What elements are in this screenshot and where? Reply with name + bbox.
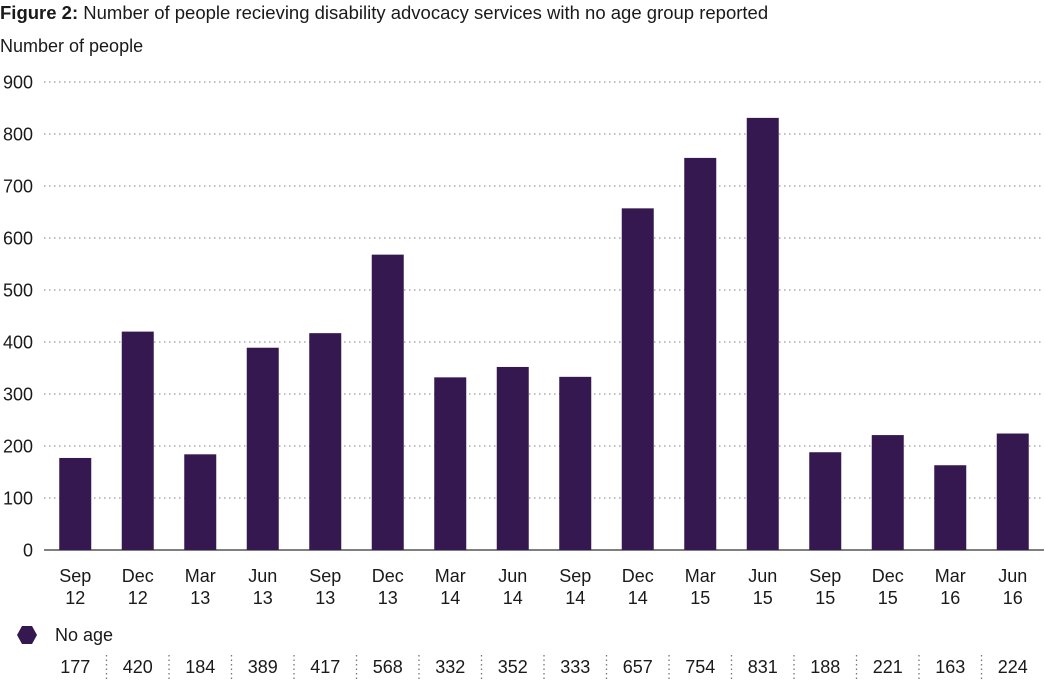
x-tick-label-month: Sep: [559, 566, 591, 586]
x-tick-label-year: 13: [315, 588, 335, 608]
x-tick-label-month: Sep: [309, 566, 341, 586]
x-tick-label-year: 12: [128, 588, 148, 608]
x-tick-label-month: Jun: [998, 566, 1027, 586]
x-tick-label-month: Mar: [935, 566, 966, 586]
x-tick-label-month: Mar: [435, 566, 466, 586]
y-tick-label: 700: [3, 177, 33, 197]
x-tick-label-year: 13: [190, 588, 210, 608]
bar: [371, 254, 404, 550]
data-table-value: 332: [435, 657, 465, 677]
y-tick-label: 0: [23, 541, 33, 561]
y-axis-label: Number of people: [0, 36, 144, 56]
bar: [121, 331, 154, 550]
data-table-value: 221: [873, 657, 903, 677]
x-tick-label-year: 15: [690, 588, 710, 608]
bar: [434, 377, 467, 550]
bar: [621, 208, 654, 551]
data-table-value: 568: [373, 657, 403, 677]
data-table-value: 657: [623, 657, 653, 677]
x-tick-label-year: 16: [940, 588, 960, 608]
data-table-value: 177: [60, 657, 90, 677]
x-tick-label-year: 16: [1003, 588, 1023, 608]
x-tick-label-month: Mar: [185, 566, 216, 586]
figure-number: Figure 2:: [0, 2, 79, 23]
data-table-value: 188: [810, 657, 840, 677]
x-tick-label-month: Mar: [685, 566, 716, 586]
data-table-value: 831: [748, 657, 778, 677]
legend-label: No age: [55, 624, 114, 645]
x-tick-label-month: Sep: [809, 566, 841, 586]
bar: [59, 457, 92, 550]
bar: [934, 465, 967, 550]
bar: [184, 454, 217, 550]
y-tick-label: 600: [3, 229, 33, 249]
data-table-value: 224: [998, 657, 1028, 677]
x-tick-label-year: 15: [815, 588, 835, 608]
data-table-value: 352: [498, 657, 528, 677]
bar: [496, 366, 529, 550]
data-table-value: 754: [685, 657, 715, 677]
x-tick-label-year: 13: [253, 588, 273, 608]
x-tick-label-month: Dec: [122, 566, 154, 586]
legend-swatch-icon: [16, 624, 38, 646]
x-tick-label-month: Dec: [622, 566, 654, 586]
data-table-value: 420: [123, 657, 153, 677]
x-tick-label-year: 13: [378, 588, 398, 608]
bar: [559, 376, 592, 550]
bar: [809, 452, 842, 550]
y-tick-label: 300: [3, 385, 33, 405]
bar: [871, 435, 904, 550]
x-tick-label-month: Sep: [59, 566, 91, 586]
x-tick-label-year: 12: [65, 588, 85, 608]
title-text: Number of people recieving disability ad…: [83, 2, 769, 23]
y-tick-label: 500: [3, 281, 33, 301]
x-tick-label-year: 14: [628, 588, 648, 608]
x-tick-label-year: 14: [565, 588, 585, 608]
bar: [746, 117, 779, 550]
legend: No age: [16, 622, 113, 648]
x-tick-label-month: Jun: [748, 566, 777, 586]
x-tick-label-year: 15: [878, 588, 898, 608]
bar: [246, 347, 279, 550]
data-table-value: 184: [185, 657, 215, 677]
data-table-value: 389: [248, 657, 278, 677]
x-tick-label-month: Jun: [248, 566, 277, 586]
y-tick-label: 100: [3, 489, 33, 509]
data-table-value: 163: [935, 657, 965, 677]
bar: [996, 433, 1029, 550]
data-table-value: 417: [310, 657, 340, 677]
y-tick-label: 800: [3, 125, 33, 145]
x-tick-label-year: 14: [440, 588, 460, 608]
bar: [684, 157, 717, 551]
x-tick-label-year: 14: [503, 588, 523, 608]
data-table-value: 333: [560, 657, 590, 677]
x-tick-label-month: Dec: [372, 566, 404, 586]
y-tick-label: 200: [3, 437, 33, 457]
y-tick-label: 900: [3, 73, 33, 93]
chart-title: Figure 2: Number of people recieving dis…: [0, 2, 768, 24]
x-tick-label-month: Dec: [872, 566, 904, 586]
bar: [309, 333, 342, 550]
x-tick-label-month: Jun: [498, 566, 527, 586]
y-tick-label: 400: [3, 333, 33, 353]
x-tick-label-year: 15: [753, 588, 773, 608]
